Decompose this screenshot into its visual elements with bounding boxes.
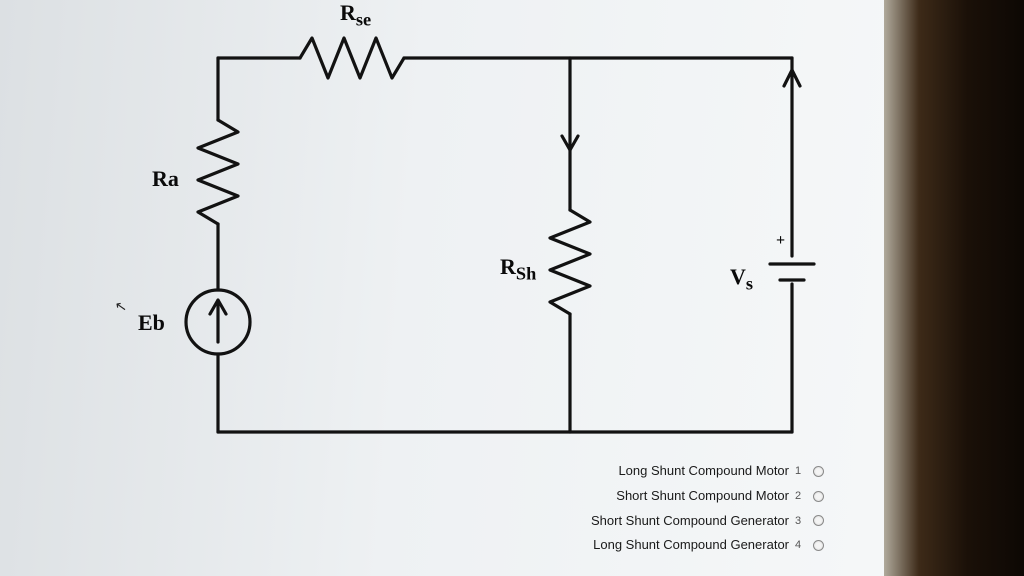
answer-option[interactable]: Long Shunt Compound Generator 4	[591, 533, 824, 558]
answer-text: Long Shunt Compound Generator	[593, 533, 789, 558]
radio-icon[interactable]	[813, 491, 824, 502]
label-eb: Eb	[138, 310, 165, 336]
label-rse: Rse	[340, 0, 371, 30]
answer-option[interactable]: Short Shunt Compound Motor 2	[591, 484, 824, 509]
photo-edge	[884, 0, 1024, 576]
answer-option[interactable]: Long Shunt Compound Motor 1	[591, 459, 824, 484]
answer-num: 3	[795, 511, 807, 532]
label-vs: Vs	[730, 264, 753, 294]
answer-num: 2	[795, 486, 807, 507]
label-ra: Ra	[152, 166, 179, 192]
answer-text: Short Shunt Compound Motor	[616, 484, 789, 509]
label-plus: +	[776, 232, 785, 250]
radio-icon[interactable]	[813, 540, 824, 551]
answer-num: 4	[795, 535, 807, 556]
answer-text: Short Shunt Compound Generator	[591, 509, 789, 534]
answer-text: Long Shunt Compound Motor	[618, 459, 789, 484]
label-rsh: RSh	[500, 254, 536, 284]
radio-icon[interactable]	[813, 515, 824, 526]
answer-options: Long Shunt Compound Motor 1 Short Shunt …	[591, 459, 824, 558]
answer-option[interactable]: Short Shunt Compound Generator 3	[591, 509, 824, 534]
answer-num: 1	[795, 461, 807, 482]
radio-icon[interactable]	[813, 466, 824, 477]
page: Rse Ra RSh Eb Vs + ↖ Long Shunt Compound…	[0, 0, 884, 576]
